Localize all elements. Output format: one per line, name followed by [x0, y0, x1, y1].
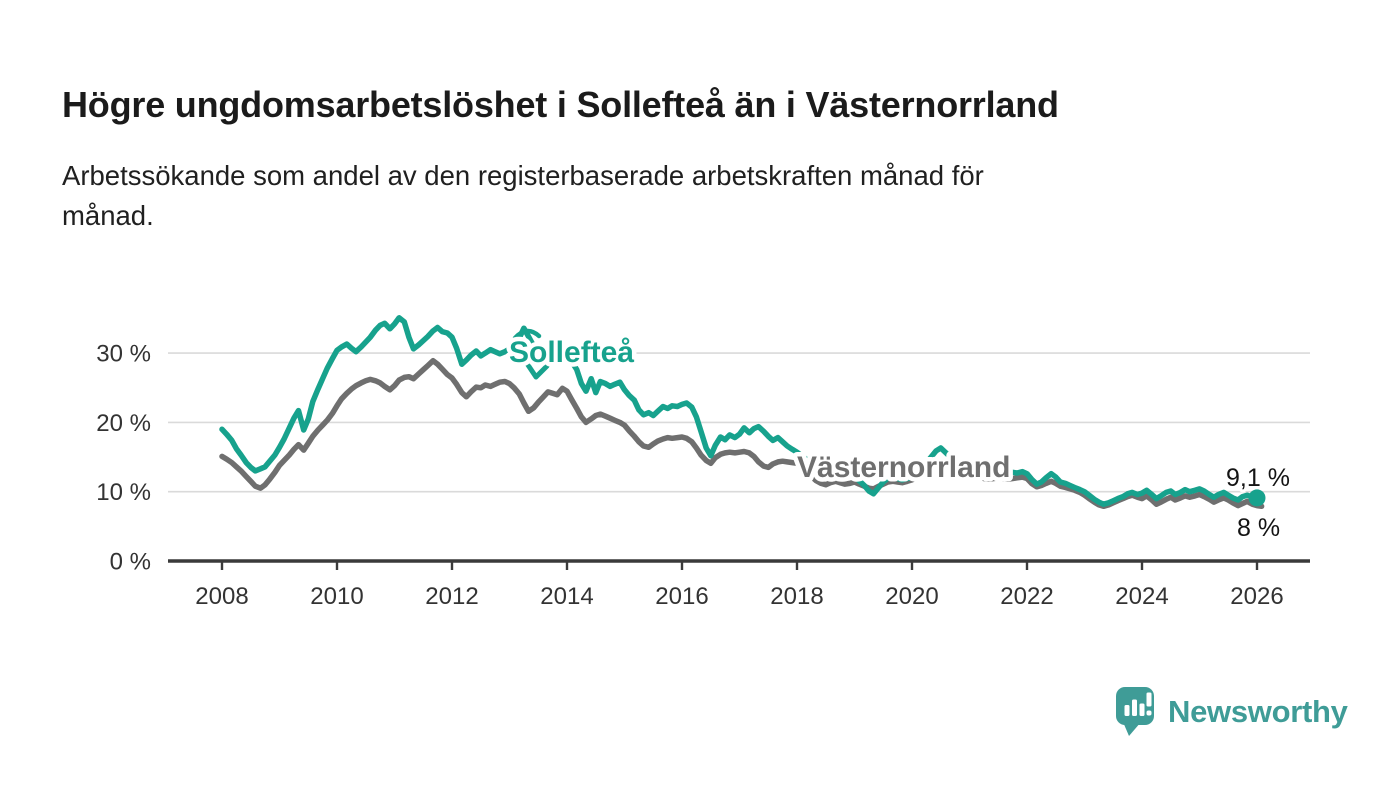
gridlines [168, 352, 1310, 493]
newsworthy-wordmark: Newsworthy [1168, 694, 1348, 729]
x-tick-label: 2018 [770, 583, 823, 610]
sollefteo-label-arrow-caret-icon [512, 328, 542, 341]
logo-barchart-icon [1124, 692, 1152, 716]
series-label-sollefteo: Sollefteå [509, 336, 634, 369]
series-line-sollefteå [219, 315, 1260, 507]
x-tick-label: 2024 [1115, 583, 1168, 610]
end-value-sollefteo: 9,1 % [1226, 464, 1290, 492]
x-tick-label: 2012 [425, 583, 478, 610]
x-tick-label: 2010 [310, 583, 363, 610]
y-tick-label: 20 % [96, 410, 151, 437]
newsworthy-brand[interactable]: Newsworthy [1115, 686, 1348, 738]
end-value-labels: 9,1 % 8 % [1223, 461, 1293, 545]
series-inline-labels: Sollefteå Västernorrland [505, 328, 1015, 489]
x-tick-label: 2020 [885, 583, 938, 610]
subtitle-line-1: Arbetssökande som andel av den registerb… [62, 160, 984, 191]
y-tick-label: 30 % [96, 341, 151, 368]
end-value-vasternorrland: 8 % [1237, 514, 1280, 542]
subtitle-line-2: månad. [62, 200, 154, 231]
x-tick-label: 2008 [195, 583, 248, 610]
x-axis-ticks: 2008 2010 2012 2014 2016 2018 2020 2022 2024 2026 [195, 561, 1284, 610]
page-title: Högre ungdomsarbetslöshet i Sollefteå än… [62, 84, 1059, 126]
x-tick-label: 2016 [655, 583, 708, 610]
series-end-dot [1248, 489, 1266, 507]
x-tick-label: 2022 [1000, 583, 1053, 610]
newsworthy-logo-icon [1116, 687, 1154, 736]
series-label-vasternorrland: Västernorrland [797, 451, 1010, 484]
y-axis-labels: 0 % 10 % 20 % 30 % [96, 341, 151, 576]
y-tick-label: 10 % [96, 479, 151, 506]
x-tick-label: 2026 [1230, 583, 1283, 610]
x-tick-label: 2014 [540, 583, 593, 610]
series-lines [219, 315, 1266, 510]
chart-subtitle: Arbetssökande som andel av den registerb… [62, 156, 1342, 236]
sollefteo-label-arrow-down-icon [523, 359, 550, 380]
y-tick-label: 0 % [110, 549, 151, 576]
logo-bubble-tail [1123, 722, 1141, 736]
